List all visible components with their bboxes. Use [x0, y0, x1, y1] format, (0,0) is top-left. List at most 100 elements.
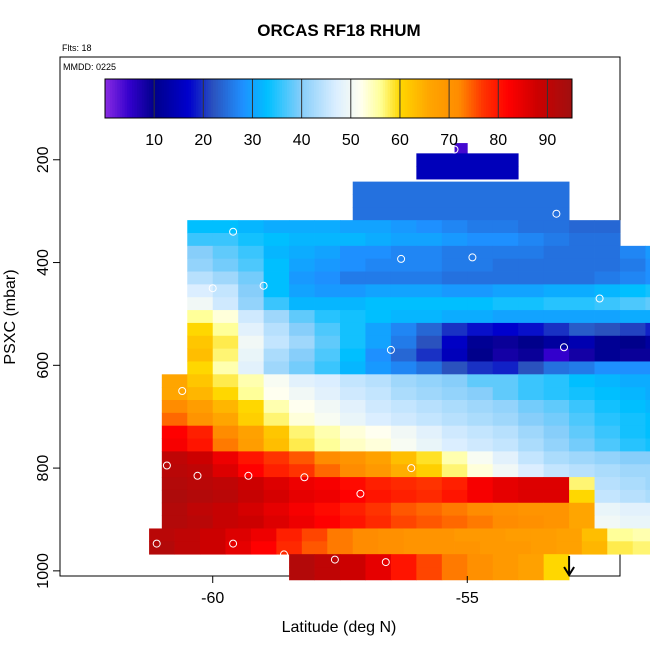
heatmap-cell [569, 271, 595, 285]
heatmap-cell [390, 233, 417, 247]
heatmap-cell [581, 528, 608, 542]
heatmap-cell [314, 554, 341, 568]
colorbar-segment [350, 79, 354, 118]
colorbar-segment [547, 79, 551, 118]
heatmap-cell [620, 400, 646, 414]
colorbar-tick-label: 20 [194, 132, 212, 149]
colorbar-segment [132, 79, 135, 118]
heatmap-cell [543, 361, 570, 375]
colorbar-segment [222, 79, 226, 118]
colorbar-segment [149, 79, 153, 118]
heatmap-cell [289, 284, 315, 298]
heatmap-cell [467, 502, 494, 517]
heatmap-cell [314, 477, 341, 491]
colorbar-segment [508, 79, 512, 118]
colorbar-segment [279, 79, 283, 118]
heatmap-cell [620, 322, 646, 337]
colorbar-segment [168, 79, 172, 118]
heatmap-cell [212, 374, 239, 388]
heatmap-cells [149, 143, 650, 581]
heatmap-cell [212, 245, 239, 260]
heatmap-cell [441, 567, 468, 581]
heatmap-cell [365, 220, 392, 234]
heatmap-cell [187, 502, 214, 517]
heatmap-cell [263, 477, 290, 491]
heatmap-cell [530, 528, 557, 542]
heatmap-cell [518, 515, 545, 529]
colorbar-tick-label: 90 [539, 132, 557, 149]
heatmap-cell [569, 245, 595, 260]
heatmap-cell [200, 528, 226, 542]
heatmap-cell [187, 310, 214, 324]
heatmap-cell [645, 438, 650, 452]
colorbar-segment [294, 79, 298, 118]
heatmap-cell [543, 233, 570, 247]
heatmap-cell [289, 387, 315, 401]
colorbar-ticks: 10 20 30 40 50 60 70 80 90 [145, 132, 556, 149]
heatmap-cell [632, 528, 650, 542]
heatmap-cell [645, 297, 650, 311]
heatmap-cell [187, 451, 214, 465]
heatmap-cell [174, 541, 201, 555]
heatmap-cell [569, 438, 595, 452]
colorbar-segment [193, 79, 197, 118]
heatmap-cell [161, 477, 188, 491]
heatmap-cell [569, 335, 595, 350]
heatmap-cell [492, 233, 519, 247]
heatmap-cell [620, 284, 646, 298]
heatmap-cell [518, 412, 545, 427]
y-axis: 200 400 600 800 1000 [35, 146, 60, 589]
data-marker [407, 464, 416, 473]
heatmap-cell [569, 400, 595, 414]
heatmap-cell [429, 541, 455, 555]
heatmap-cell [467, 258, 494, 272]
heatmap-cell [314, 451, 341, 465]
heatmap-cell [340, 220, 366, 234]
heatmap-cell [569, 258, 595, 272]
heatmap-cell [492, 258, 519, 272]
heatmap-cell [187, 374, 214, 388]
heatmap-cell [161, 489, 188, 504]
heatmap-cell [645, 374, 650, 388]
colorbar-segment [304, 79, 308, 118]
heatmap-cell [467, 297, 494, 311]
heatmap-cell [238, 502, 265, 517]
heatmap-cell [365, 489, 392, 504]
heatmap-cell [238, 438, 265, 452]
heatmap-cell [492, 348, 519, 362]
colorbar-segment [520, 79, 524, 118]
heatmap-cell [289, 322, 315, 337]
colorbar-segment [429, 79, 433, 118]
colorbar-segment [245, 79, 249, 118]
y-tick-label: 400 [35, 249, 52, 276]
colorbar-segment [227, 79, 231, 118]
heatmap-cell [390, 387, 417, 401]
heatmap-cell [212, 361, 239, 375]
heatmap-cell [187, 425, 214, 439]
heatmap-cell [645, 387, 650, 401]
heatmap-cell [263, 233, 290, 247]
heatmap-cell [289, 310, 315, 324]
heatmap-cell [365, 438, 392, 452]
colorbar-segment [299, 79, 303, 118]
heatmap-cell [187, 220, 214, 234]
heatmap-cell [594, 400, 621, 414]
colorbar-segment [454, 79, 457, 118]
data-marker [259, 281, 268, 290]
colorbar-segment [495, 79, 499, 118]
heatmap-cell [543, 374, 570, 388]
heatmap-cell [187, 322, 214, 337]
heatmap-cell [212, 335, 239, 350]
colorbar-segment [473, 79, 477, 118]
heatmap-cell [492, 412, 519, 427]
colorbar-tick-label: 60 [391, 132, 409, 149]
colorbar-segment [237, 79, 241, 118]
heatmap-cell [403, 528, 430, 542]
heatmap-cell [569, 387, 595, 401]
heatmap-cell [620, 297, 646, 311]
heatmap-cell [416, 284, 443, 298]
heatmap-cell [543, 477, 570, 491]
heatmap-cell [620, 489, 646, 504]
heatmap-cell [569, 284, 595, 298]
heatmap-cell [569, 502, 595, 517]
